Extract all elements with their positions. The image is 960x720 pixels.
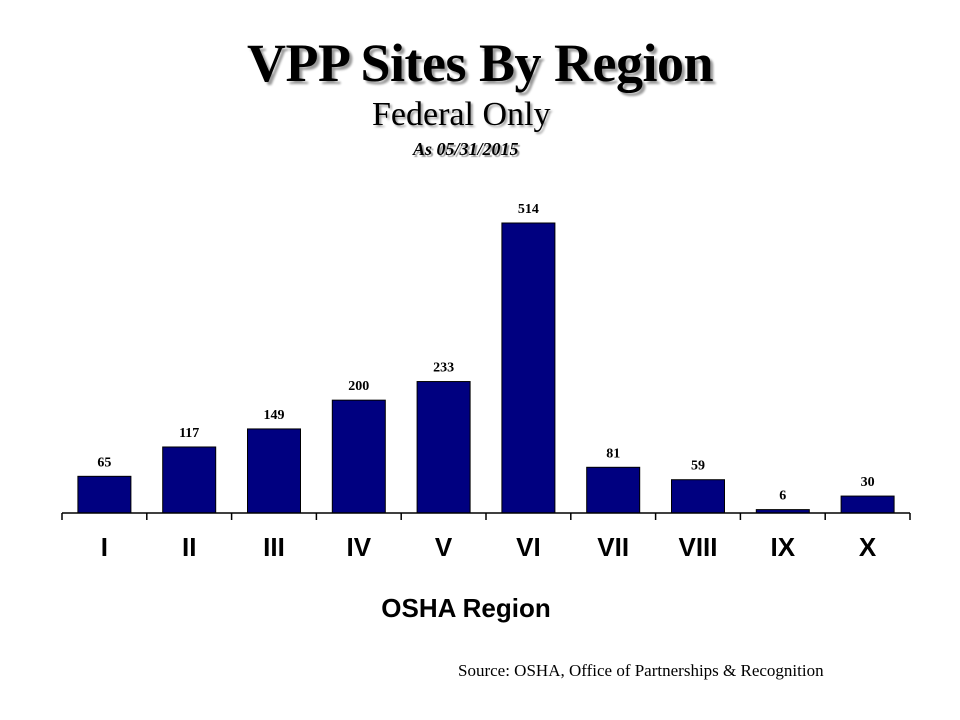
bar-i [77,475,132,514]
source-note: Source: OSHA, Office of Partnerships & R… [458,661,824,680]
value-label-i: 65 [97,455,111,470]
chart-title: VPP Sites By Region [246,33,714,93]
bar-v [416,381,471,514]
tick-label-ix: IX [771,532,796,562]
value-label-vii: 81 [606,446,620,461]
tick-label-ii: II [182,532,196,562]
tick-labels-group: I II III IV V VI VII VIII IX X [101,532,877,562]
as-of-date: As 05/31/2015 [413,139,519,159]
value-label-iii: 149 [264,408,285,423]
tick-label-viii: VIII [678,532,717,562]
bar-x [840,495,895,514]
value-label-vi: 514 [518,202,539,217]
bar-ii [162,446,217,514]
value-label-ix: 6 [779,489,786,504]
bar-iii [247,428,301,514]
bars-group [77,222,895,514]
x-axis-title: OSHA Region [381,593,550,623]
bar-iv [331,399,386,514]
value-label-iv: 200 [348,379,369,394]
tick-label-x: X [859,532,877,562]
tick-label-iv: IV [347,532,372,562]
bar-vi [501,222,556,514]
value-labels-group: 65 117 149 200 233 514 81 59 6 30 [97,202,874,504]
tick-label-vii: VII [597,532,629,562]
value-label-x: 30 [861,475,875,490]
value-label-v: 233 [433,361,454,376]
value-label-ii: 117 [179,426,199,441]
tick-label-vi: VI [516,532,541,562]
tick-label-i: I [101,532,108,562]
value-label-viii: 59 [691,459,705,474]
bar-viii [671,479,725,514]
chart-subtitle: Federal Only [372,96,551,133]
bar-vii [586,466,641,514]
x-axis [61,512,911,520]
tick-label-iii: III [263,532,285,562]
tick-label-v: V [435,532,453,562]
